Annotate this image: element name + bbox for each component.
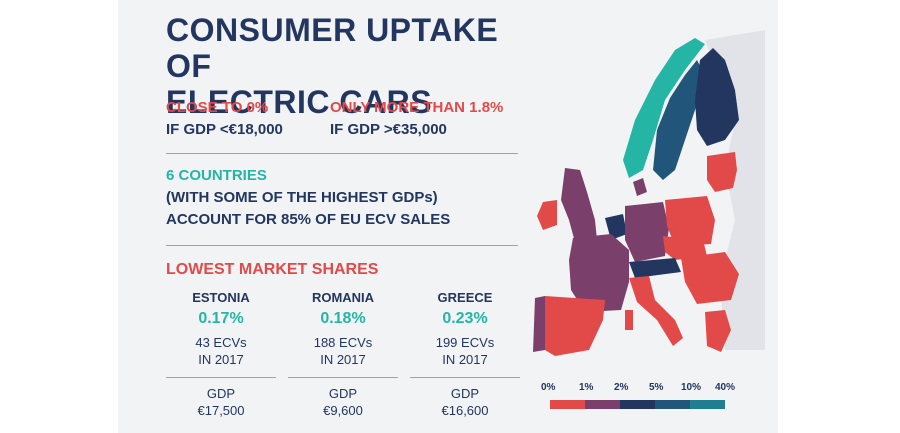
stat-low-gdp-head: CLOSE TO 0%: [166, 99, 269, 116]
map-czechia-slovakia: [663, 236, 707, 260]
europe-map: [533, 30, 765, 356]
stat-low-gdp-sub: IF GDP <€18,000: [166, 121, 283, 138]
map-greece: [705, 310, 731, 352]
map-portugal: [533, 296, 545, 352]
gdp-label: GDP: [206, 386, 236, 401]
six-countries-block: 6 COUNTRIES (WITH SOME OF THE HIGHEST GD…: [166, 165, 450, 231]
gdp-value: €16,600: [441, 403, 489, 418]
map-germany: [625, 202, 669, 262]
map-denmark: [633, 178, 647, 196]
legend-label-5: 40%: [715, 382, 736, 393]
country-greece-gdp: GDP €16,600: [410, 385, 520, 419]
map-baltics: [707, 152, 737, 192]
title-line-2: ELECTRIC CARS: [166, 84, 433, 120]
country-romania: ROMANIA 0.18% 188 ECVs IN 2017: [288, 290, 398, 368]
six-countries-head: 6 COUNTRIES: [166, 167, 267, 184]
title-line-1: CONSUMER UPTAKE OF: [166, 12, 499, 84]
gdp-label: GDP: [328, 386, 358, 401]
gdp-value: €17,500: [197, 403, 245, 418]
column-divider: [410, 377, 520, 378]
legend-swatch: [620, 400, 655, 409]
map-france: [569, 234, 629, 312]
country-name: ESTONIA: [192, 290, 250, 305]
country-ecvs: 199 ECVs: [435, 335, 495, 350]
country-year: IN 2017: [198, 352, 244, 367]
country-year: IN 2017: [320, 352, 366, 367]
column-divider: [288, 377, 398, 378]
legend-label-3: 5%: [649, 382, 664, 393]
legend-swatch: [655, 400, 690, 409]
stat-high-gdp-head: ONLY MORE THAN 1.8%: [330, 99, 504, 116]
country-share: 0.17%: [198, 310, 244, 327]
map-spain: [545, 296, 605, 356]
country-estonia: ESTONIA 0.17% 43 ECVs IN 2017: [166, 290, 276, 368]
country-ecvs: 188 ECVs: [313, 335, 373, 350]
gdp-value: €9,600: [323, 403, 363, 418]
divider: [166, 153, 518, 154]
map-austria: [629, 258, 681, 278]
country-romania-gdp: GDP €9,600: [288, 385, 398, 419]
legend-swatch: [550, 400, 585, 409]
country-share: 0.23%: [442, 310, 488, 327]
stat-low-gdp: CLOSE TO 0% IF GDP <€18,000: [166, 97, 283, 141]
map-poland: [665, 196, 715, 246]
map-uk: [561, 168, 597, 242]
map-sweden: [653, 60, 705, 180]
country-name: GREECE: [437, 290, 493, 305]
map-ireland: [537, 200, 557, 230]
legend-label-0: 0%: [541, 382, 556, 393]
legend-swatch: [585, 400, 620, 409]
gdp-label: GDP: [450, 386, 480, 401]
map-east-balkans: [681, 252, 739, 304]
map-italy: [629, 276, 683, 346]
country-ecvs: 43 ECVs: [195, 335, 247, 350]
map-non-eu-land: [705, 30, 765, 350]
page-title: CONSUMER UPTAKE OF ELECTRIC CARS: [166, 12, 546, 120]
map-sardinia: [625, 310, 633, 330]
lowest-market-shares-heading: LOWEST MARKET SHARES: [166, 261, 379, 278]
stat-high-gdp: ONLY MORE THAN 1.8% IF GDP >€35,000: [330, 97, 503, 141]
stat-high-gdp-sub: IF GDP >€35,000: [330, 121, 447, 138]
map-benelux: [605, 214, 627, 240]
legend-label-2: 2%: [614, 382, 629, 393]
map-norway: [623, 38, 705, 178]
six-countries-line2: (WITH SOME OF THE HIGHEST GDPs): [166, 189, 438, 206]
country-year: IN 2017: [442, 352, 488, 367]
divider: [166, 245, 518, 246]
map-finland: [695, 48, 739, 146]
country-share: 0.18%: [320, 310, 366, 327]
legend-label-4: 10%: [681, 382, 702, 393]
column-divider: [166, 377, 276, 378]
legend-swatch: [690, 400, 725, 409]
country-greece: GREECE 0.23% 199 ECVs IN 2017: [410, 290, 520, 368]
country-name: ROMANIA: [311, 290, 375, 305]
six-countries-line3: ACCOUNT FOR 85% OF EU ECV SALES: [166, 211, 451, 228]
country-estonia-gdp: GDP €17,500: [166, 385, 276, 419]
legend-label-1: 1%: [579, 382, 594, 393]
